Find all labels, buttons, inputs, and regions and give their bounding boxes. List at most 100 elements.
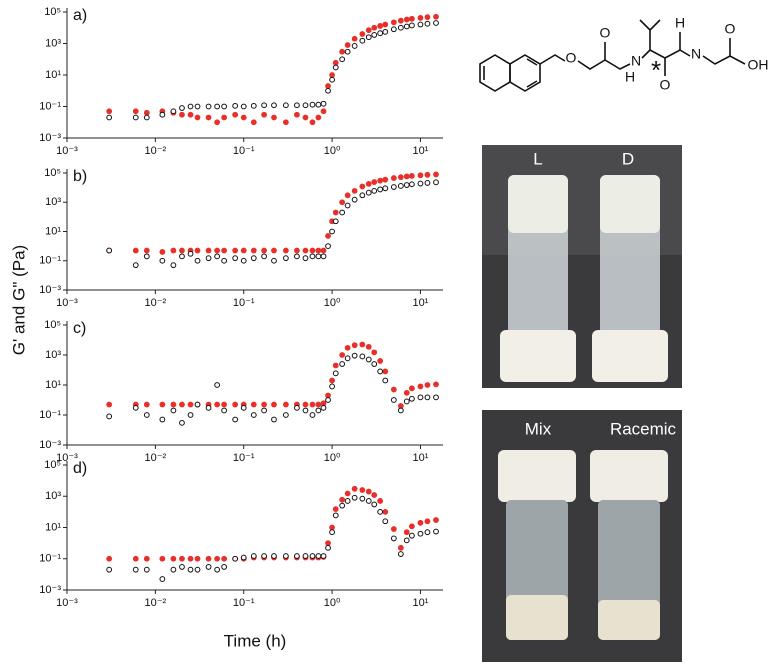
data-point (359, 487, 366, 493)
data-point (232, 255, 239, 262)
data-point (433, 171, 439, 178)
data-point (214, 247, 221, 254)
data-point (221, 247, 228, 254)
data-point (371, 179, 378, 185)
bond (526, 58, 538, 66)
data-point (359, 353, 366, 360)
data-point (179, 419, 185, 426)
data-point (282, 255, 289, 262)
data-point (344, 192, 351, 199)
data-point (320, 253, 327, 260)
data-point (194, 114, 201, 121)
data-point (187, 555, 194, 562)
data-point (261, 102, 267, 109)
data-point (205, 555, 212, 562)
cap (498, 450, 576, 502)
data-point (325, 87, 331, 94)
data-point (417, 394, 424, 401)
data-point (351, 196, 358, 203)
bond (702, 55, 746, 65)
panel-label: a) (73, 7, 87, 24)
data-point (194, 401, 201, 408)
data-point (359, 183, 366, 190)
data-point (132, 114, 139, 121)
data-point (271, 416, 277, 423)
data-point (143, 555, 150, 562)
data-point (365, 488, 372, 495)
data-point (433, 13, 439, 20)
data-point (132, 555, 139, 562)
data-point (332, 362, 339, 369)
data-point (170, 108, 177, 115)
data-point (194, 257, 201, 264)
data-point (159, 576, 166, 582)
data-point (344, 202, 351, 209)
data-point (320, 100, 327, 107)
data-point (433, 381, 439, 388)
data-point (344, 344, 351, 351)
panel-label: c) (73, 320, 86, 337)
data-point (403, 182, 410, 188)
x-tick-label: 10¹ (412, 145, 428, 157)
data-point (424, 518, 431, 525)
data-point (329, 383, 335, 390)
data-point (271, 553, 277, 559)
data-point (106, 566, 113, 573)
data-point (359, 341, 366, 348)
x-tick-label: 10¹ (412, 597, 428, 609)
y-tick-label: 10³ (45, 196, 61, 208)
data-point (132, 262, 139, 269)
y-tick-label: 10⁻¹ (39, 255, 61, 267)
data-point (424, 20, 431, 27)
data-point (325, 243, 331, 250)
data-point (240, 404, 247, 411)
data-point (282, 401, 289, 408)
data-point (377, 508, 384, 515)
data-point (106, 247, 113, 254)
data-point (403, 537, 410, 544)
y-tick-label: 10³ (45, 490, 61, 502)
x-tick-label: 10⁻³ (56, 597, 78, 609)
data-point (309, 553, 316, 559)
data-point (302, 247, 309, 254)
atom: N (691, 46, 701, 62)
y-tick-label: 10⁻¹ (39, 409, 61, 421)
data-point (294, 247, 300, 254)
data-point (132, 108, 139, 115)
y-tick-label: 10⁻³ (39, 584, 61, 596)
data-point (143, 412, 150, 418)
data-point (282, 102, 289, 109)
data-point (408, 385, 415, 392)
y-tick-label: 10⁻³ (39, 439, 61, 451)
photo: L D (482, 145, 682, 388)
data-point (332, 512, 339, 519)
data-point (408, 523, 415, 530)
data-point (282, 412, 289, 418)
data-point (309, 119, 316, 126)
bond (539, 54, 566, 65)
data-point (329, 72, 335, 78)
data-point (325, 540, 331, 547)
data-point (382, 176, 389, 183)
data-point (250, 247, 257, 254)
data-point (390, 184, 397, 190)
data-point (365, 180, 372, 187)
data-point (351, 494, 358, 501)
chemical-structure: O O N H * O N H O OH (479, 15, 769, 93)
data-point (106, 114, 113, 121)
data-point (271, 257, 277, 264)
data-point (344, 498, 351, 504)
data-point (159, 555, 166, 562)
data-point (170, 262, 177, 269)
data-point (132, 404, 139, 411)
data-point (390, 26, 397, 33)
data-point (143, 247, 150, 254)
data-point (403, 398, 410, 405)
data-point (382, 377, 389, 384)
cap (590, 450, 668, 502)
data-point (382, 28, 389, 35)
data-point (271, 102, 277, 109)
data-point (339, 352, 346, 358)
data-point (232, 401, 239, 408)
data-point (179, 111, 185, 118)
